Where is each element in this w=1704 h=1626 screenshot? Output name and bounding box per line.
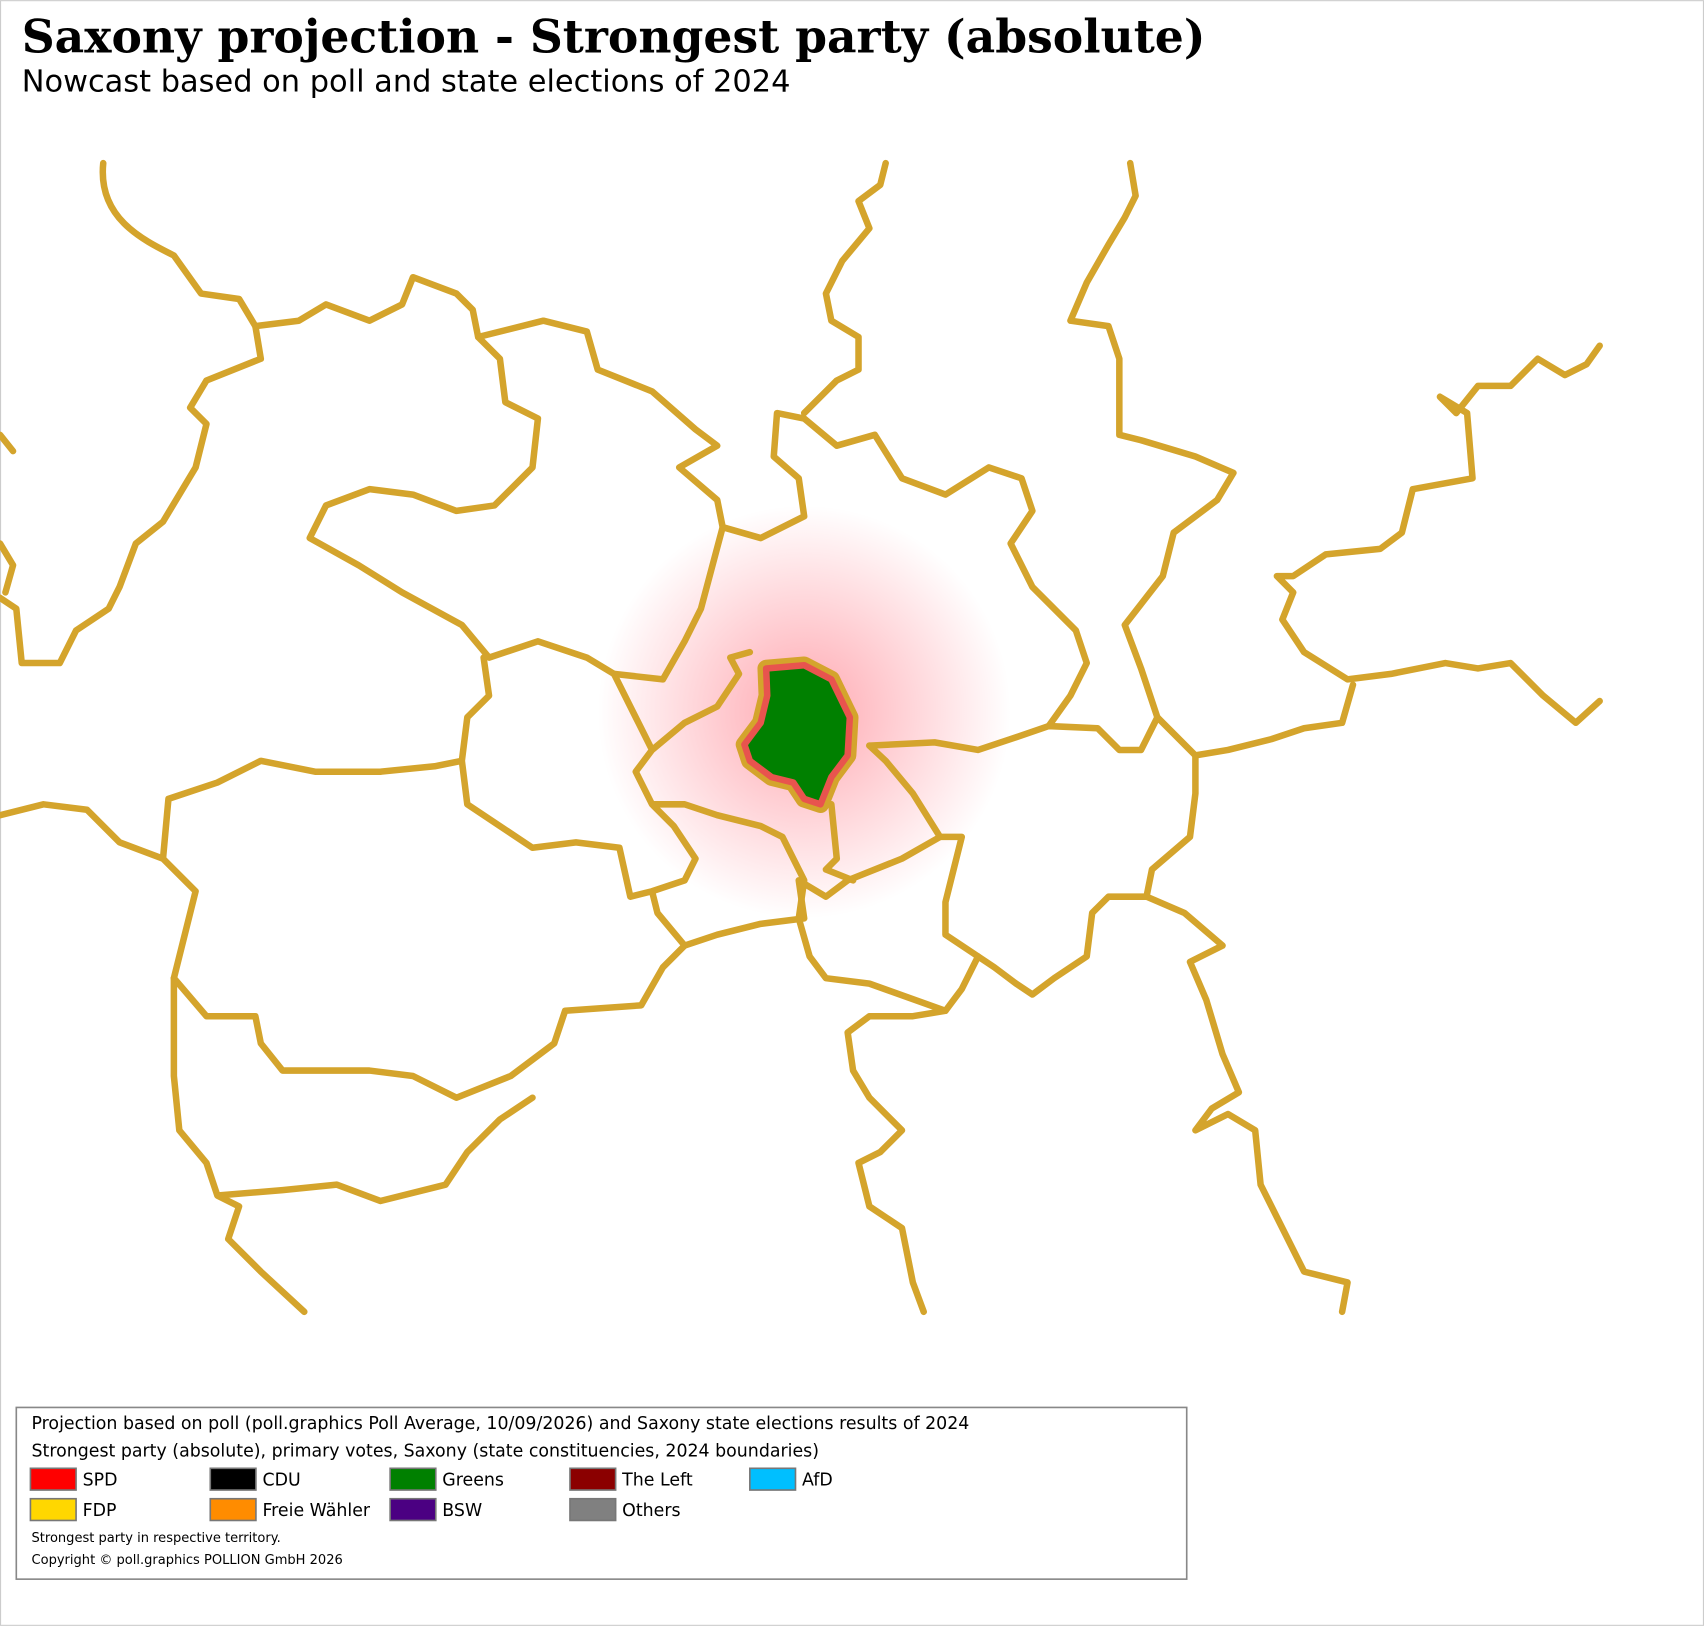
legend-label: FDP	[83, 1501, 117, 1521]
legend-swatch	[209, 1497, 257, 1522]
legend-swatch	[209, 1467, 257, 1491]
legend-line: Projection based on poll (poll.graphics …	[32, 1414, 970, 1434]
map	[0, 159, 1603, 1316]
legend-swatch	[389, 1467, 437, 1491]
legend-line: Strongest party (absolute), primary vote…	[32, 1441, 820, 1461]
subtitle: Nowcast based on poll and state election…	[22, 64, 791, 99]
legend-label: Greens	[442, 1471, 504, 1491]
legend-swatch	[389, 1497, 437, 1522]
legend: Projection based on poll (poll.graphics …	[15, 1406, 1188, 1580]
legend-label: The Left	[621, 1471, 693, 1491]
legend-swatch	[569, 1497, 617, 1522]
legend-label: SPD	[83, 1471, 118, 1491]
legend-swatch	[749, 1467, 797, 1491]
legend-swatch	[29, 1497, 77, 1522]
legend-label: Freie Wähler	[262, 1501, 370, 1521]
greens-constituency-outline	[741, 661, 854, 808]
legend-label: AfD	[802, 1471, 833, 1491]
legend-swatch	[569, 1467, 617, 1491]
title: Saxony projection - Strongest party (abs…	[22, 9, 1206, 63]
legend-box	[15, 1406, 1188, 1580]
legend-note: Strongest party in respective territory.	[32, 1531, 281, 1546]
legend-label: CDU	[262, 1471, 300, 1491]
legend-note: Copyright © poll.graphics POLLION GmbH 2…	[32, 1553, 343, 1568]
legend-label: BSW	[442, 1501, 482, 1521]
legend-swatch	[29, 1467, 77, 1491]
legend-label: Others	[622, 1501, 680, 1521]
